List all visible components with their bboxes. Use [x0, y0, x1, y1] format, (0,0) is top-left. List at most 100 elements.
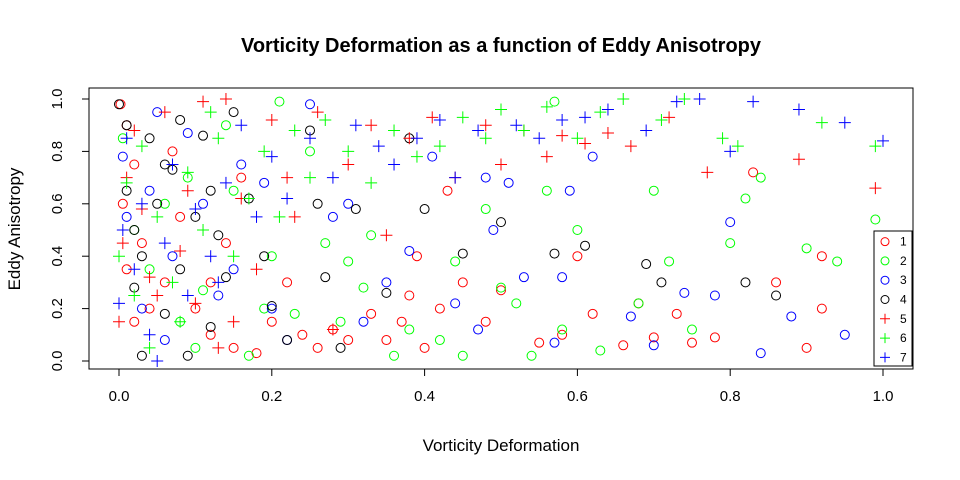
point-series-1-34 — [587, 308, 598, 319]
point-series-5-32 — [701, 166, 714, 179]
point-series-4-37 — [771, 290, 782, 301]
point-series-2-39 — [870, 214, 881, 225]
point-series-1-24 — [411, 251, 422, 262]
point-series-2-16 — [389, 350, 400, 361]
point-series-2-7 — [266, 251, 277, 262]
chart-title: Vorticity Deformation as a function of E… — [241, 35, 762, 57]
legend-marker-3 — [880, 275, 890, 285]
point-series-7-27 — [556, 113, 569, 126]
point-series-1-15 — [282, 277, 293, 288]
point-series-5-17 — [342, 158, 355, 171]
legend-label-6: 6 — [900, 331, 907, 345]
point-series-5-7 — [174, 244, 187, 257]
legend-marker-6 — [880, 333, 890, 344]
point-series-5-27 — [556, 129, 569, 142]
point-series-7-29 — [601, 103, 614, 116]
point-series-5-13 — [265, 113, 278, 126]
point-series-6-18 — [388, 124, 401, 137]
y-tick-label-1: 0.2 — [49, 298, 66, 319]
point-series-7-5 — [143, 328, 156, 341]
point-series-6-13 — [288, 124, 301, 137]
point-series-2-25 — [541, 185, 552, 196]
point-series-7-4 — [135, 197, 148, 210]
point-series-3-30 — [648, 340, 659, 351]
point-series-5-5 — [143, 271, 156, 284]
point-series-1-42 — [771, 277, 782, 288]
x-axis-label: Vorticity Deformation — [423, 436, 580, 455]
point-series-1-32 — [557, 329, 568, 340]
point-series-3-1 — [121, 211, 132, 222]
point-series-2-41 — [243, 350, 254, 361]
point-series-1-25 — [419, 342, 430, 353]
point-series-2-26 — [549, 96, 560, 107]
point-series-1-37 — [648, 332, 659, 343]
legend-marker-1 — [880, 237, 890, 247]
point-series-5-10 — [219, 93, 232, 105]
point-series-1-47 — [236, 172, 247, 183]
point-series-7-16 — [304, 132, 316, 145]
point-series-3-24 — [518, 272, 529, 283]
point-series-1-39 — [687, 337, 697, 348]
point-series-7-35 — [792, 103, 805, 116]
legend-box — [873, 230, 913, 367]
y-axis-label: Eddy Anisotropy — [5, 167, 24, 290]
point-series-1-16 — [297, 329, 308, 340]
point-series-4-16 — [220, 272, 231, 283]
point-series-3-25 — [549, 337, 560, 348]
point-series-7-20 — [388, 158, 401, 171]
point-series-6-21 — [456, 111, 469, 124]
point-series-5-19 — [380, 229, 393, 242]
point-series-2-31 — [648, 185, 659, 196]
point-series-1-28 — [457, 277, 468, 288]
point-series-5-14 — [288, 210, 301, 223]
point-series-6-27 — [594, 106, 607, 119]
point-series-7-15 — [281, 192, 294, 205]
point-series-3-26 — [557, 272, 568, 283]
point-series-1-31 — [534, 337, 545, 348]
y-tick-label-2: 0.4 — [49, 246, 66, 267]
point-series-3-13 — [327, 211, 338, 222]
point-series-2-3 — [159, 198, 170, 209]
point-series-3-21 — [480, 172, 491, 183]
point-series-6-15 — [319, 113, 332, 126]
point-series-7-34 — [747, 95, 760, 108]
point-series-1-27 — [442, 185, 453, 196]
point-series-3-33 — [725, 217, 736, 228]
point-series-5-37 — [281, 171, 294, 184]
legend-label-5: 5 — [900, 312, 907, 326]
point-series-7-19 — [372, 140, 385, 153]
point-series-5-34 — [869, 182, 882, 195]
point-series-6-25 — [540, 100, 553, 113]
point-series-3-39 — [144, 185, 155, 196]
point-series-2-33 — [687, 324, 697, 335]
point-series-7-30 — [640, 124, 653, 137]
point-series-4-41 — [205, 185, 216, 196]
point-series-1-29 — [480, 316, 491, 327]
point-series-6-20 — [433, 140, 446, 153]
point-series-1-49 — [167, 146, 178, 157]
legend-label-3: 3 — [900, 273, 907, 287]
point-series-7-13 — [250, 210, 263, 223]
point-series-1-30 — [496, 285, 506, 296]
point-series-7-14 — [265, 150, 278, 163]
point-series-1-45 — [816, 303, 827, 314]
point-series-7-18 — [349, 119, 362, 132]
point-series-4-0 — [114, 99, 124, 110]
point-series-3-29 — [625, 311, 636, 322]
point-series-2-15 — [366, 230, 377, 241]
point-series-6-36 — [204, 106, 217, 119]
point-series-6-1 — [120, 176, 133, 189]
point-series-4-10 — [175, 264, 186, 275]
point-series-6-31 — [716, 132, 729, 145]
point-series-5-24 — [495, 158, 507, 171]
point-series-2-35 — [740, 193, 751, 204]
point-series-5-0 — [113, 315, 125, 328]
point-series-2-20 — [457, 350, 468, 361]
point-series-6-19 — [410, 150, 423, 163]
legend-label-7: 7 — [900, 350, 907, 364]
point-series-3-4 — [167, 251, 178, 262]
point-series-5-38 — [227, 315, 240, 328]
point-series-5-1 — [116, 237, 129, 250]
point-series-7-36 — [838, 116, 851, 129]
